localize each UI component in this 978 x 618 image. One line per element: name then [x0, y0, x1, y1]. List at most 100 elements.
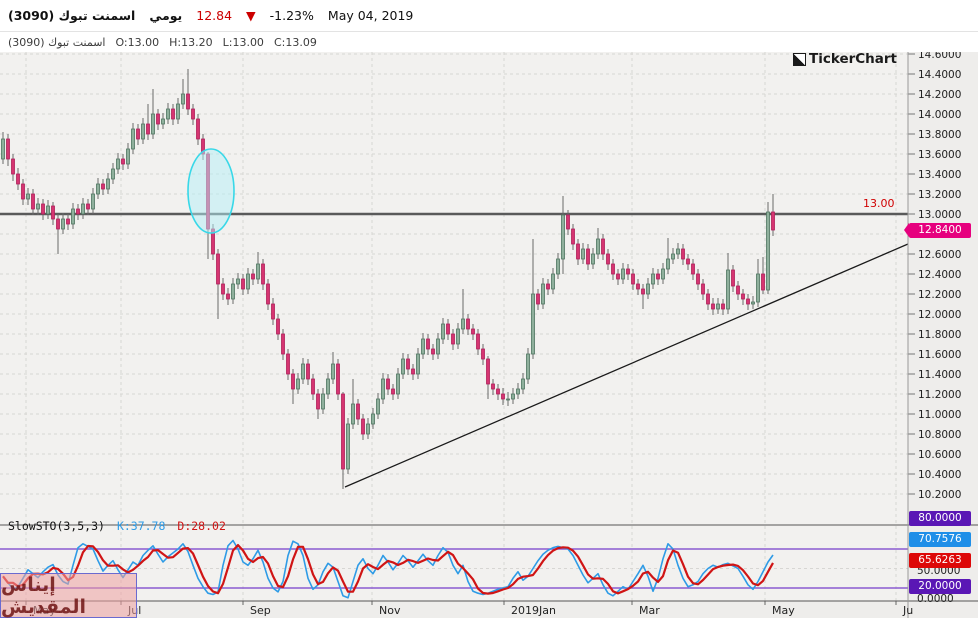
plot-background	[0, 52, 908, 601]
candle-up	[506, 398, 510, 401]
last-price: 12.84	[196, 8, 233, 23]
candle-up	[401, 358, 405, 375]
price-axis-label: 12.6000	[918, 249, 961, 261]
candle-up	[456, 328, 460, 345]
candle-down	[336, 363, 340, 395]
candle-down	[536, 293, 540, 305]
candle-down	[241, 278, 245, 290]
candle-down	[626, 268, 630, 275]
candle-up	[716, 303, 720, 310]
candle-up	[371, 413, 375, 425]
change-percent: -1.23%	[269, 8, 314, 23]
candle-down	[386, 378, 390, 390]
candle-down	[31, 193, 35, 210]
candle-down	[691, 263, 695, 275]
price-axis-label: 13.6000	[918, 149, 961, 161]
x-axis-label: Nov	[379, 604, 401, 617]
indicator-k-value: K:37.78	[116, 519, 166, 533]
candle-down	[746, 298, 750, 305]
candle-up	[591, 253, 595, 265]
ohlc-high: H:13.20	[169, 35, 213, 49]
candle-up	[321, 393, 325, 410]
candle-up	[346, 423, 350, 470]
candle-down	[736, 285, 740, 295]
price-axis-label: 12.2000	[918, 289, 961, 301]
candle-down	[431, 348, 435, 355]
watermark-text: إيناس المقديش	[1, 573, 87, 618]
indicator-header: SlowSTO(3,5,3) K:37.78 D:28.02	[8, 519, 226, 533]
candle-down	[341, 393, 345, 470]
stoch-axis-50: 50.0000	[917, 565, 961, 577]
candle-down	[731, 269, 735, 287]
candle-up	[531, 293, 535, 355]
candle-down	[486, 358, 490, 385]
candle-down	[616, 273, 620, 280]
x-axis-label: Mar	[639, 604, 660, 617]
candle-up	[131, 128, 135, 150]
candle-up	[436, 338, 440, 355]
candle-down	[701, 283, 705, 295]
x-axis-label: Sep	[250, 604, 271, 617]
candle-up	[366, 423, 370, 435]
candle-up	[561, 214, 565, 260]
price-axis-label: 11.2000	[918, 389, 961, 401]
candle-up	[676, 248, 680, 255]
candle-down	[601, 238, 605, 255]
candle-down	[291, 373, 295, 390]
price-axis-label: 13.0000	[918, 209, 961, 221]
candle-up	[661, 268, 665, 280]
watermark-box: إيناس المقديش	[0, 573, 137, 618]
candle-down	[316, 393, 320, 410]
candle-down	[586, 248, 590, 265]
indicator-name[interactable]: SlowSTO(3,5,3)	[8, 519, 105, 533]
candle-up	[326, 378, 330, 395]
candle-down	[6, 138, 10, 160]
price-down-icon: ▼	[246, 8, 256, 23]
candle-down	[391, 388, 395, 395]
candle-down	[576, 243, 580, 260]
x-axis-label: May	[772, 604, 795, 617]
candle-down	[51, 205, 55, 220]
candle-down	[696, 273, 700, 285]
candle-up	[646, 283, 650, 295]
support-trendline	[344, 243, 909, 488]
stoch-axis-0: 0.0000	[917, 593, 954, 605]
candle-up	[81, 203, 85, 215]
candle-up	[246, 273, 250, 290]
candle-up	[331, 363, 335, 380]
candle-down	[356, 403, 360, 420]
x-axis-label: Ju	[902, 604, 913, 617]
candle-down	[171, 108, 175, 120]
candle-down	[466, 318, 470, 330]
price-axis-label: 11.8000	[918, 329, 961, 341]
candle-down	[631, 273, 635, 285]
candle-down	[101, 183, 105, 190]
candle-up	[126, 148, 130, 165]
candle-down	[21, 183, 25, 200]
candle-down	[196, 118, 200, 140]
candle-up	[421, 338, 425, 355]
candle-up	[726, 269, 730, 310]
tickerchart-logo-icon	[793, 52, 806, 66]
candle-up	[231, 283, 235, 300]
ohlc-line: اسمنت تبوك (3090) O:13.00 H:13.20 L:13.0…	[0, 32, 978, 52]
period-selector[interactable]: يومي	[149, 8, 183, 23]
candle-up	[181, 93, 185, 105]
candle-down	[16, 173, 20, 185]
candle-down	[546, 283, 550, 290]
indicator-d-value: D:28.02	[177, 519, 226, 533]
candle-down	[11, 158, 15, 175]
candle-down	[276, 318, 280, 335]
candle-up	[106, 178, 110, 190]
candle-up	[26, 193, 30, 200]
candle-up	[541, 283, 545, 305]
tickerchart-logo-text: TickerChart	[809, 51, 898, 67]
candle-down	[311, 378, 315, 395]
candle-up	[671, 253, 675, 260]
candle-down	[741, 293, 745, 300]
candle-up	[296, 378, 300, 390]
candle-down	[426, 338, 430, 350]
quote-date: May 04, 2019	[327, 8, 414, 23]
ohlc-open: O:13.00	[115, 35, 160, 49]
